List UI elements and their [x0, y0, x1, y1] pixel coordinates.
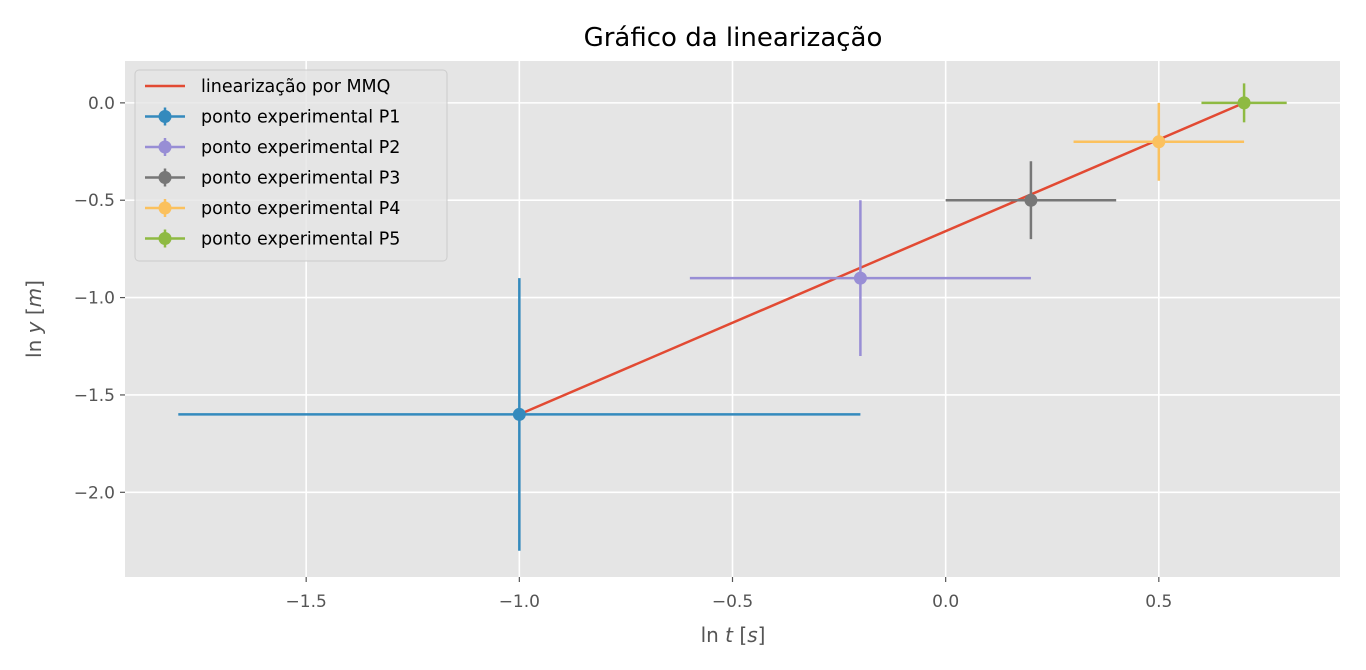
legend-entry-p5: ponto experimental P5 — [145, 229, 400, 250]
legend-label: ponto experimental P1 — [201, 108, 400, 128]
legend-entry-p2: ponto experimental P2 — [145, 138, 400, 158]
legend-marker — [158, 171, 172, 184]
legend-marker — [158, 201, 172, 215]
data-point — [853, 271, 867, 285]
x-tick-label: −0.5 — [712, 592, 753, 612]
data-point — [1024, 193, 1038, 207]
x-tick-label: 0.5 — [1145, 592, 1172, 612]
x-tick-label: −1.5 — [286, 592, 327, 612]
data-marks — [178, 83, 1287, 551]
x-tick-label: −1.0 — [499, 592, 540, 612]
legend-frame — [134, 69, 448, 262]
legend-label: ponto experimental P4 — [201, 199, 400, 219]
series-p3 — [945, 161, 1117, 240]
legend-entry-p1: ponto experimental P1 — [145, 107, 400, 128]
legend-marker — [158, 140, 172, 154]
chart-title: Gráfico da linearização — [584, 23, 883, 53]
x-axis-label: ln t [s] — [701, 623, 766, 647]
series-p5 — [1201, 83, 1287, 123]
data-point — [1237, 96, 1251, 110]
y-tick-label: −0.5 — [74, 191, 115, 211]
legend-label: ponto experimental P2 — [201, 138, 400, 158]
y-tick-label: 0.0 — [88, 94, 115, 114]
legend-marker — [158, 232, 172, 245]
series-p2 — [689, 200, 1031, 356]
legend: linearização por MMQ ponto experimental P… — [134, 69, 448, 262]
x-axis-ticks: −1.5 −1.0 −0.5 0.0 0.5 — [286, 577, 1172, 612]
y-tick-label: −1.5 — [74, 386, 115, 406]
legend-label: ponto experimental P5 — [201, 230, 400, 250]
legend-entry-fit: linearização por MMQ — [145, 77, 390, 97]
x-tick-label: 0.0 — [932, 592, 959, 612]
y-axis-label: ln y [m] — [22, 280, 46, 358]
fit-line — [518, 101, 1245, 416]
data-point — [512, 407, 526, 421]
series-p4 — [1073, 102, 1245, 181]
legend-label: ponto experimental P3 — [201, 169, 400, 189]
y-tick-label: −1.0 — [74, 289, 115, 309]
legend-entry-p4: ponto experimental P4 — [145, 199, 400, 219]
legend-entry-p3: ponto experimental P3 — [145, 168, 400, 189]
data-point — [1152, 135, 1166, 149]
legend-marker — [158, 110, 172, 123]
y-axis-ticks: 0.0 −0.5 −1.0 −1.5 −2.0 — [74, 94, 125, 503]
y-tick-label: −2.0 — [74, 483, 115, 503]
series-p1 — [178, 278, 861, 551]
legend-label: linearização por MMQ — [201, 77, 390, 97]
